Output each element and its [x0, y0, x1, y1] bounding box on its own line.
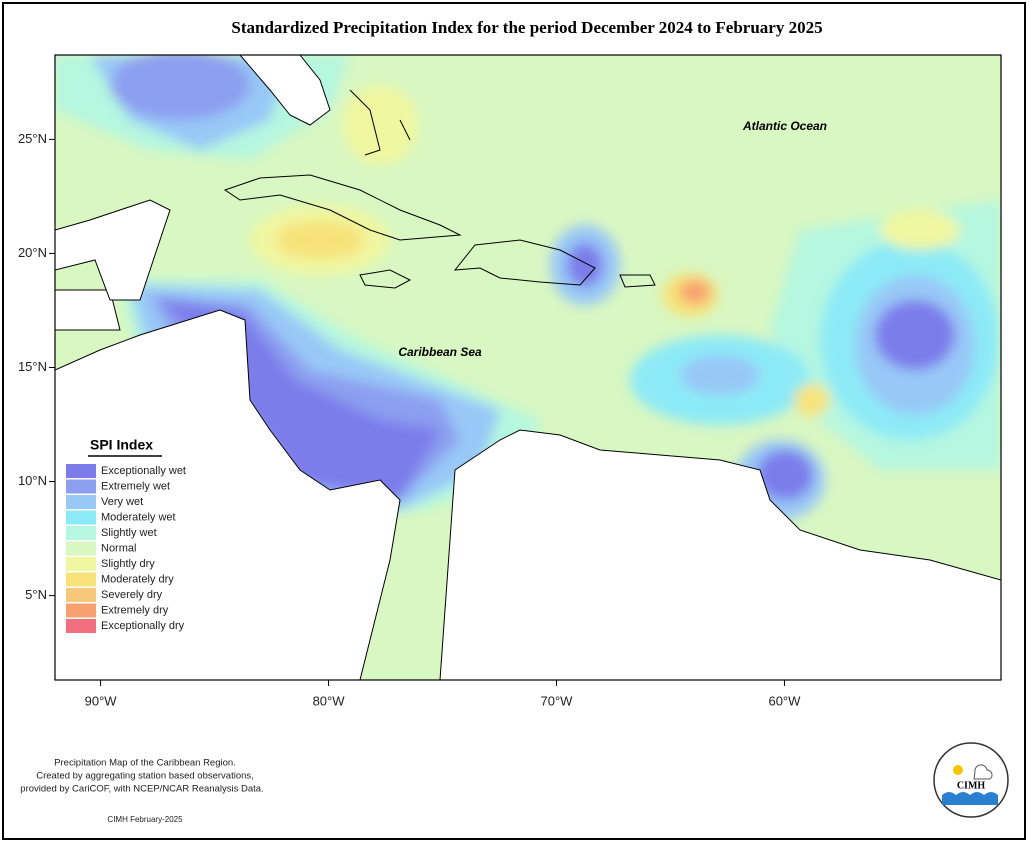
- ocean-label: Caribbean Sea: [398, 345, 482, 359]
- x-tick-label: 80°W: [313, 693, 346, 708]
- legend-swatch: [66, 557, 96, 571]
- legend-label: Extremely wet: [101, 480, 170, 492]
- y-tick-label: 25°N: [18, 131, 47, 146]
- legend-swatch: [66, 510, 96, 525]
- ocean-label: Atlantic Ocean: [742, 119, 827, 133]
- y-tick-label: 20°N: [18, 245, 47, 260]
- spi-field: [55, 55, 1001, 680]
- y-tick-label: 10°N: [18, 473, 47, 488]
- legend-label: Slightly wet: [101, 527, 157, 539]
- legend-label: Exceptionally dry: [101, 620, 185, 632]
- legend-swatch: [66, 572, 96, 587]
- logo: CIMH: [933, 742, 1009, 818]
- legend-swatch: [66, 495, 96, 509]
- x-tick-label: 70°W: [541, 693, 574, 708]
- legend: SPI Index Exceptionally wet Extremely wet…: [66, 437, 186, 633]
- footer-date: CIMH February-2025: [107, 815, 183, 824]
- logo-text: CIMH: [957, 780, 986, 791]
- legend-label: Normal: [101, 542, 136, 554]
- footer-line: Precipitation Map of the Caribbean Regio…: [54, 758, 236, 769]
- y-tick-label: 15°N: [18, 359, 47, 374]
- legend-swatch: [66, 479, 96, 494]
- title: Standardized Precipitation Index for the…: [231, 18, 822, 37]
- legend-swatch: [66, 603, 96, 618]
- x-tick-label: 60°W: [768, 693, 801, 708]
- legend-label: Very wet: [101, 496, 143, 508]
- footer-line: provided by CariCOF, with NCEP/NCAR Rean…: [20, 784, 263, 795]
- legend-swatch: [66, 588, 96, 602]
- legend-label: Moderately dry: [101, 573, 174, 585]
- x-tick-label: 90°W: [85, 693, 118, 708]
- legend-label: Moderately wet: [101, 511, 176, 523]
- legend-label: Exceptionally wet: [101, 465, 186, 477]
- legend-swatch: [66, 464, 96, 478]
- legend-swatch: [66, 541, 96, 556]
- footer-line: Created by aggregating station based obs…: [36, 771, 254, 782]
- legend-swatch: [66, 619, 96, 633]
- y-tick-label: 5°N: [25, 587, 47, 602]
- legend-title: SPI Index: [90, 437, 153, 453]
- legend-label: Extremely dry: [101, 604, 169, 616]
- legend-swatch: [66, 526, 96, 540]
- legend-label: Slightly dry: [101, 558, 155, 570]
- legend-label: Severely dry: [101, 589, 163, 601]
